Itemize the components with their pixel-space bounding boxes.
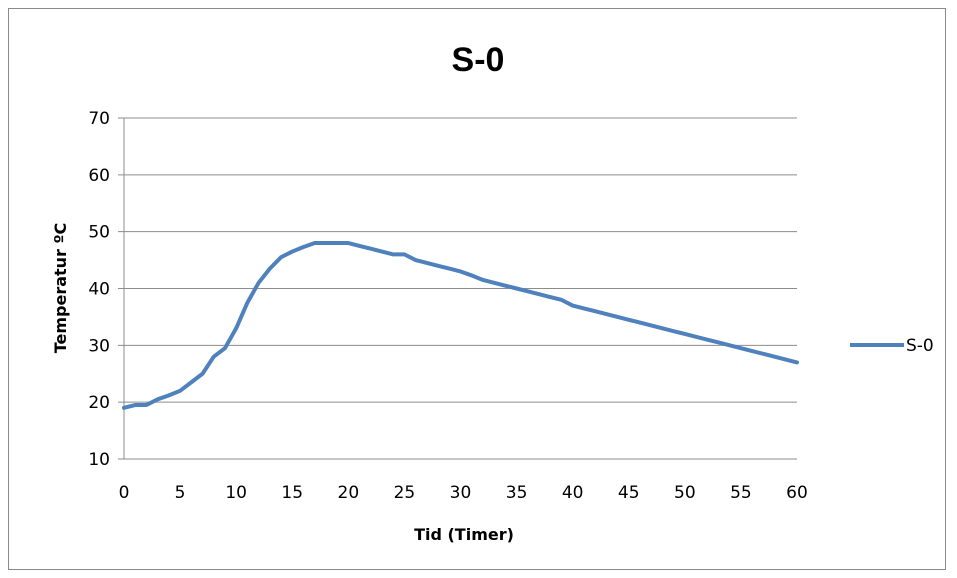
x-tick-label: 20 xyxy=(338,483,360,503)
x-tick-labels: 0 5 10 15 20 25 30 35 40 45 50 55 60 xyxy=(119,483,808,503)
series-lines xyxy=(122,241,799,410)
y-tick-label: 20 xyxy=(88,393,110,413)
x-tick-label: 30 xyxy=(450,483,472,503)
y-tick-label: 70 xyxy=(88,109,110,129)
series-line-S-0 xyxy=(122,241,799,410)
y-tick-label: 30 xyxy=(88,336,110,356)
x-tick-label: 45 xyxy=(618,483,640,503)
x-tick-label: 5 xyxy=(175,483,186,503)
gridlines xyxy=(118,117,797,460)
x-tick-label: 0 xyxy=(119,483,130,503)
x-tick-label: 25 xyxy=(394,483,416,503)
legend: S-0 xyxy=(850,336,934,356)
x-tick-label: 35 xyxy=(506,483,528,503)
y-tick-label: 60 xyxy=(88,166,110,186)
x-tick-label: 60 xyxy=(786,483,808,503)
x-tick-label: 15 xyxy=(281,483,303,503)
x-tick-label: 40 xyxy=(562,483,584,503)
y-axis-label: Temperatur ºC xyxy=(51,223,70,354)
x-tick-label: 10 xyxy=(225,483,247,503)
legend-label: S-0 xyxy=(906,336,934,356)
y-tick-label: 50 xyxy=(88,223,110,243)
x-axis-label: Tid (Timer) xyxy=(414,525,514,544)
x-tick-label: 55 xyxy=(730,483,752,503)
y-tick-label: 40 xyxy=(88,280,110,300)
y-tick-label: 10 xyxy=(88,450,110,470)
x-tick-label: 50 xyxy=(674,483,696,503)
y-tick-labels: 10 20 30 40 50 60 70 xyxy=(88,109,110,470)
chart-title: S-0 xyxy=(452,41,505,79)
